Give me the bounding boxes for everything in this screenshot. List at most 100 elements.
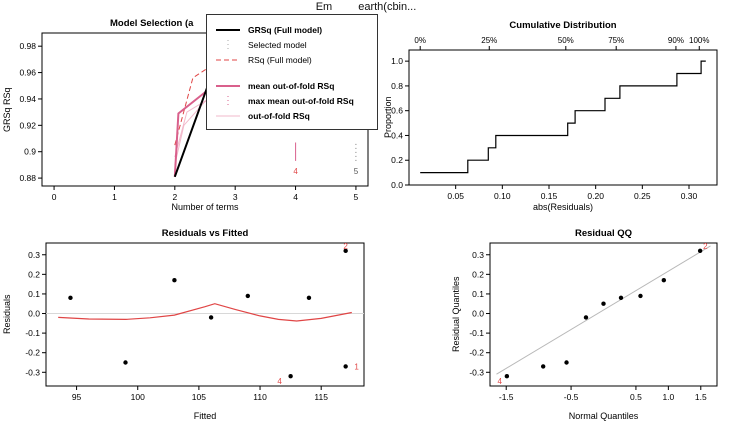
data-point [601, 301, 606, 306]
y-tick-label: -0.3 [469, 367, 484, 377]
top-axis-label: 25% [481, 36, 497, 45]
x-axis-label: Number of terms [171, 202, 239, 212]
y-tick-label: 0.6 [391, 106, 403, 116]
residual-qq-plot: Residual QQ Normal Quantiles Residual Qu… [451, 224, 730, 424]
point-label: 4 [277, 377, 282, 386]
data-point [564, 360, 569, 365]
legend-entry: Selected model [215, 37, 369, 52]
legend-line-sample [216, 28, 240, 31]
y-tick-label: 0.1 [28, 289, 40, 299]
x-tick-label: 0.05 [447, 191, 464, 201]
y-tick-label: 0.3 [472, 250, 484, 260]
cumulative-distribution-chart: 0.05 0.10 0.15 0.20 0.25 0.30 0.0 0.2 0.4 0.6 0.8 1… [391, 36, 718, 201]
y-tick-label: 0.0 [472, 309, 484, 319]
series-smooth [58, 303, 352, 322]
x-axis-label: Normal Quantiles [568, 411, 639, 421]
top-axis-label: 100% [689, 36, 709, 45]
legend-entry-label: RSq (Full model) [248, 54, 312, 65]
x-tick-label: 0.15 [541, 191, 558, 201]
data-point [208, 315, 214, 320]
plot-title: Model Selection (a [110, 18, 194, 29]
data-point [697, 248, 703, 254]
plot-title: Residual QQ [574, 228, 632, 239]
y-tick-label: 0.0 [391, 180, 403, 190]
legend-spacer [215, 67, 369, 78]
y-tick-label: 0.8 [391, 81, 403, 91]
legend-entry: GRSq (Full model) [215, 22, 369, 37]
point-label: 2 [343, 242, 348, 251]
data-point [504, 374, 510, 379]
x-axis-label: abs(Residuals) [532, 202, 594, 212]
plot-title: Residuals vs Fitted [161, 228, 249, 239]
y-tick-label: 0.3 [28, 250, 40, 260]
y-tick-label: 0.0 [28, 309, 40, 319]
plot-box [408, 49, 718, 186]
x-tick-label: 0.30 [681, 191, 698, 201]
legend-entry: out-of-fold RSq [215, 108, 369, 123]
x-tick-label: 0.5 [630, 392, 642, 402]
legend-line-sample [227, 95, 229, 106]
x-tick-label: -0.5 [564, 392, 579, 402]
point-label: 5 [354, 167, 359, 176]
series-qq-line [496, 245, 711, 375]
legend-line-sample [227, 39, 229, 50]
window-title-right: earth(cbin... [358, 1, 417, 13]
x-tick-label: 95 [72, 392, 82, 402]
legend-line-sample [216, 84, 240, 87]
data-point [172, 278, 177, 283]
data-point [288, 374, 293, 379]
y-tick-label: -0.1 [25, 328, 40, 338]
y-tick-label: 0.92 [19, 120, 36, 130]
residual-qq-chart: -1.5 -0.5 0.5 1.0 1.5 -0.3 -0.2 -0.1 0.0 0.1 0.2 0.… [469, 242, 718, 402]
x-tick-label: 5 [354, 192, 359, 202]
y-tick-label: 0.9 [24, 147, 36, 157]
top-axis-label: 90% [668, 36, 684, 45]
data-point [583, 315, 589, 320]
point-label: 4 [293, 167, 298, 176]
legend-line-sample [216, 115, 240, 116]
legend-entry: mean out-of-fold RSq [215, 78, 369, 93]
data-point [661, 278, 667, 283]
x-tick-label: 3 [233, 192, 238, 202]
x-tick-label: 0.25 [634, 191, 651, 201]
legend-entry-label: out-of-fold RSq [248, 110, 310, 121]
x-tick-label: 2 [172, 192, 177, 202]
legend-entry: max mean out-of-fold RSq [215, 93, 369, 108]
y-tick-label: 0.88 [19, 173, 36, 183]
data-point [306, 295, 312, 301]
y-tick-label: 0.4 [391, 130, 403, 140]
x-tick-label: -1.5 [499, 392, 514, 402]
y-tick-label: 0.98 [19, 41, 36, 51]
x-tick-label: 115 [314, 392, 328, 402]
legend-entry: RSq (Full model) [215, 52, 369, 67]
y-tick-label: 0.2 [28, 269, 40, 279]
cumulative-distribution-plot: Cumulative Distribution abs(Residuals) P… [383, 10, 730, 212]
window-title-left: Em [315, 1, 333, 13]
y-tick-label: -0.2 [25, 348, 40, 358]
x-tick-label: 105 [192, 392, 206, 402]
y-tick-label: 0.1 [472, 289, 484, 299]
x-tick-label: 4 [293, 192, 298, 202]
data-point [343, 248, 348, 254]
legend-entry-label: Selected model [248, 39, 307, 50]
residuals-vs-fitted-chart: 95 100 105 110 115 -0.3 -0.2 -0.1 0.0 0.1 0.2 0.3 2 1… [25, 242, 365, 402]
data-point [68, 295, 73, 301]
data-point [343, 364, 348, 369]
y-tick-label: -0.1 [469, 328, 484, 338]
point-label: 2 [703, 242, 708, 251]
legend-entries: GRSq (Full model) Selected model RSq (Full… [215, 22, 369, 123]
top-axis-label: 75% [608, 36, 624, 45]
data-point [123, 360, 128, 365]
x-tick-label: 100 [131, 392, 145, 402]
legend-entry-label: mean out-of-fold RSq [248, 80, 335, 91]
point-label: 4 [498, 377, 503, 386]
y-tick-label: -0.3 [25, 367, 40, 377]
y-tick-label: 1.0 [391, 56, 403, 66]
top-axis-label: 0% [414, 36, 426, 45]
legend-entry-label: max mean out-of-fold RSq [248, 95, 354, 106]
plot-box [45, 242, 365, 387]
model-selection-legend: GRSq (Full model) Selected model RSq (Full… [206, 14, 378, 130]
x-tick-label: 1 [112, 192, 117, 202]
data-point [638, 293, 643, 299]
